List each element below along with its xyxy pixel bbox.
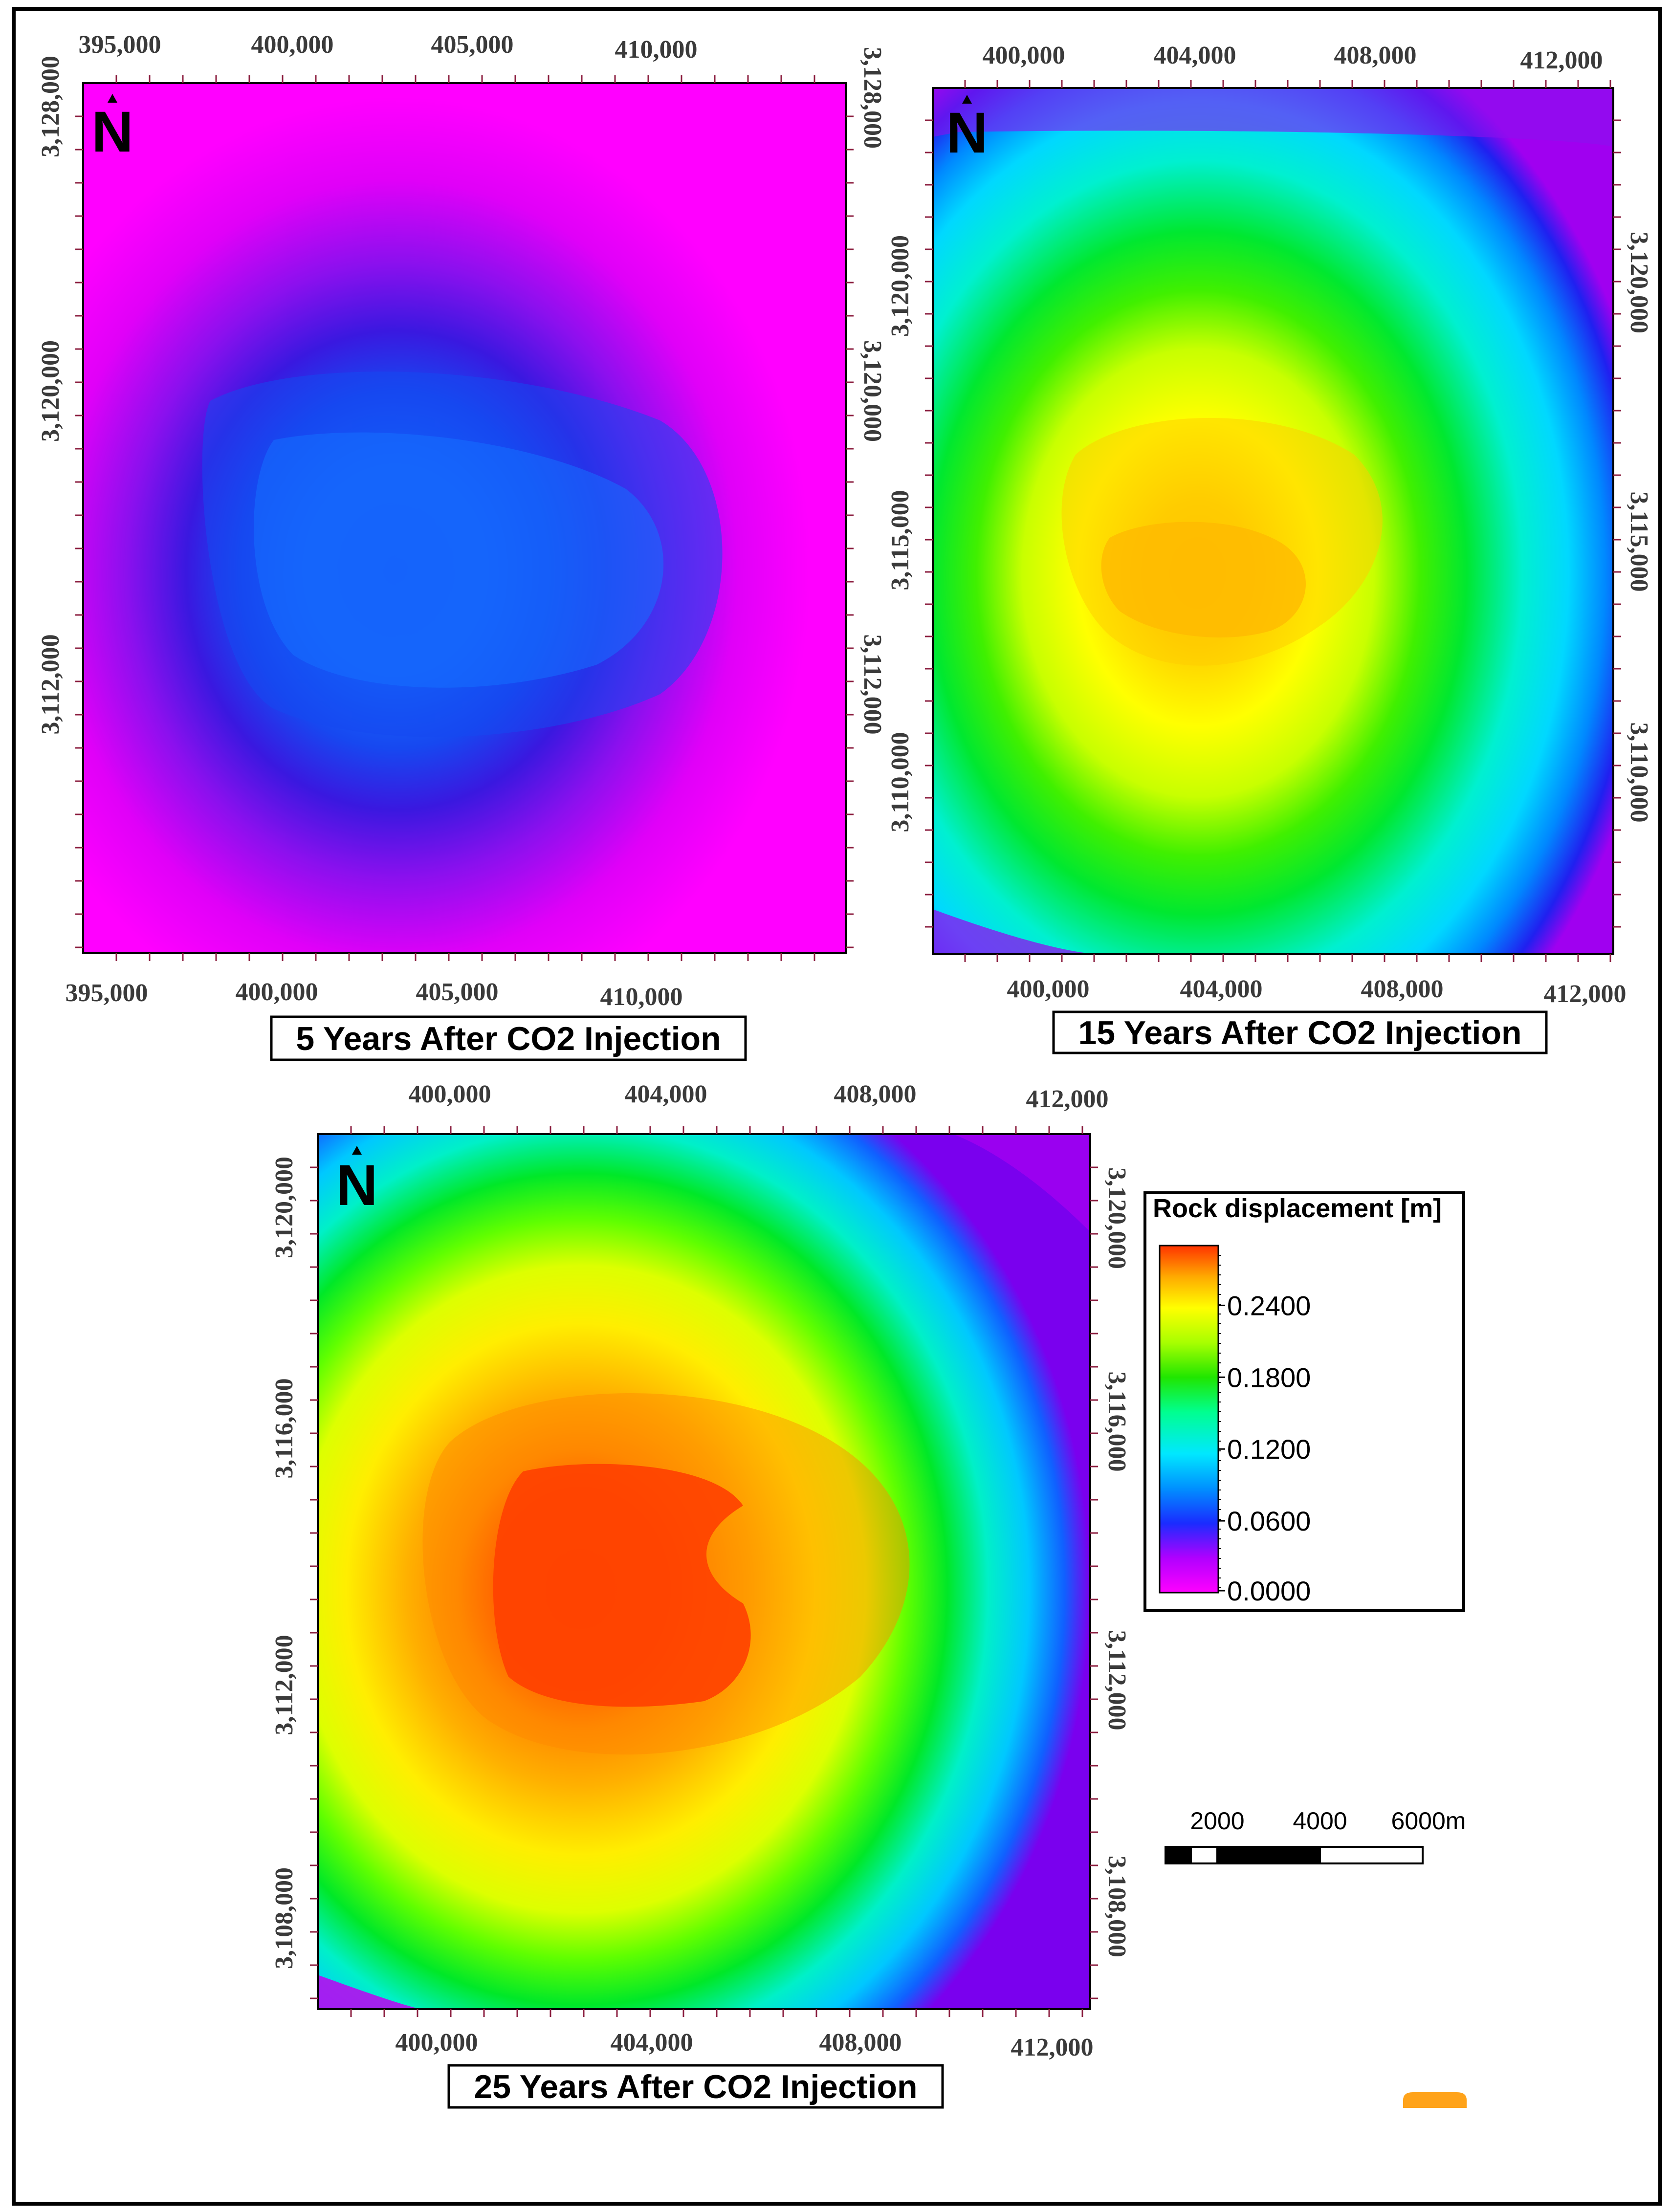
bottom-x-tick-label: 405,000 — [416, 978, 499, 1006]
map-frame — [317, 1133, 1091, 2010]
bottom-x-tick-label: 395,000 — [66, 979, 148, 1007]
right-y-tick-label: 3,120,000 — [1103, 1167, 1131, 1269]
panel-title-box — [1052, 1010, 1548, 1054]
outer-frame — [12, 7, 1662, 2206]
map-panel-25-years: 400,000 404,000 408,000 412,000 400,000 … — [270, 1080, 1131, 2109]
ticks-25-years — [310, 1126, 1098, 2017]
color-legend: Rock displacement [m] 0.2400 0.1800 0.1200… — [1143, 1191, 1465, 1612]
orange-tab-marker — [1403, 2092, 1467, 2108]
bottom-x-tick-label: 408,000 — [1361, 975, 1444, 1003]
right-y-tick-label: 3,128,000 — [858, 47, 886, 149]
bottom-x-tick-label: 400,000 — [1007, 975, 1090, 1003]
north-label: N — [91, 100, 133, 164]
left-y-tick-label: 3,112,000 — [37, 634, 65, 734]
left-y-tick-label: 3,120,000 — [37, 340, 65, 442]
scale-bar-segment — [1166, 1848, 1192, 1862]
panel-title: 15 Years After CO2 Injection — [1078, 1014, 1521, 1051]
contour-zone-purple-north — [933, 88, 1613, 147]
right-y-tick-label: 3,120,000 — [1625, 232, 1653, 333]
bottom-x-tick-label: 404,000 — [611, 2029, 693, 2057]
legend-tick-label: 0.0600 — [1227, 1506, 1311, 1536]
right-y-tick-label: 3,110,000 — [1625, 722, 1653, 822]
contour-zone-orange-core — [1101, 522, 1306, 638]
north-arrow-icon — [352, 1146, 362, 1155]
left-y-tick-label: 3,120,000 — [270, 1157, 298, 1258]
left-y-tick-label: 3,110,000 — [886, 732, 914, 832]
map-frame — [932, 87, 1614, 955]
contour-zone-light-blue — [254, 432, 664, 688]
top-x-tick-label: 412,000 — [1520, 46, 1603, 74]
ticks-5-years — [75, 75, 854, 961]
left-y-tick-label: 3,108,000 — [270, 1867, 298, 1969]
top-x-tick-label: 400,000 — [251, 31, 334, 59]
legend-title: Rock displacement [m] — [1153, 1194, 1442, 1223]
bottom-x-tick-label: 408,000 — [819, 2029, 902, 2057]
top-x-tick-label: 410,000 — [615, 36, 698, 64]
right-y-tick-label: 3,112,000 — [1103, 1630, 1131, 1730]
north-arrow: N — [946, 95, 988, 165]
legend-tick-label: 0.1200 — [1227, 1434, 1311, 1465]
left-y-tick-label: 3,116,000 — [270, 1378, 298, 1478]
top-x-tick-label: 400,000 — [983, 42, 1065, 69]
bottom-x-tick-label: 404,000 — [1180, 975, 1263, 1003]
panel-title-box — [270, 1015, 747, 1061]
north-arrow: N — [336, 1146, 378, 1218]
scale-label: 4000 — [1293, 1807, 1347, 1835]
top-x-tick-label: 395,000 — [79, 31, 161, 59]
north-label: N — [946, 101, 988, 165]
scale-label: 2000 — [1190, 1807, 1244, 1835]
left-y-tick-label: 3,112,000 — [270, 1635, 298, 1735]
north-label: N — [336, 1153, 377, 1218]
north-arrow-icon — [962, 95, 972, 104]
panel-title-box — [447, 2064, 944, 2109]
right-y-tick-label: 3,115,000 — [1625, 491, 1653, 591]
top-x-tick-label: 405,000 — [431, 31, 514, 59]
legend-tick-label: 0.2400 — [1227, 1290, 1311, 1321]
top-x-tick-label: 412,000 — [1026, 1085, 1109, 1113]
bottom-x-tick-label: 400,000 — [396, 2029, 478, 2057]
ticks-15-years — [925, 80, 1621, 962]
top-x-tick-label: 404,000 — [1154, 42, 1236, 69]
legend-tick-label: 0.1800 — [1227, 1362, 1311, 1393]
north-arrow: N — [91, 94, 133, 164]
bottom-x-tick-label: 412,000 — [1544, 980, 1627, 1008]
panel-title: 5 Years After CO2 Injection — [296, 1020, 721, 1057]
legend-tick-label: 0.0000 — [1227, 1576, 1311, 1606]
top-x-tick-label: 404,000 — [625, 1080, 707, 1108]
left-y-tick-label: 3,128,000 — [37, 56, 65, 157]
left-y-tick-label: 3,115,000 — [886, 490, 914, 590]
contour-zone-purple-southwest — [318, 1975, 420, 2009]
right-y-tick-label: 3,116,000 — [1103, 1371, 1131, 1471]
bottom-x-tick-label: 412,000 — [1011, 2034, 1094, 2061]
bottom-x-tick-label: 400,000 — [236, 978, 318, 1006]
right-y-tick-label: 3,120,000 — [858, 340, 886, 442]
top-x-tick-label: 400,000 — [409, 1080, 491, 1108]
contour-zone-purple-southwest — [933, 909, 1100, 954]
right-y-tick-label: 3,108,000 — [1103, 1856, 1131, 1957]
scale-label: 6000m — [1391, 1807, 1466, 1835]
contour-zone-purple-northeast — [953, 1134, 1090, 1232]
top-x-tick-label: 408,000 — [1334, 42, 1417, 69]
top-x-tick-label: 408,000 — [834, 1080, 917, 1108]
map-panel-15-years: 400,000 404,000 408,000 412,000 400,000 … — [886, 42, 1653, 1054]
bottom-x-tick-label: 410,000 — [600, 983, 683, 1011]
scale-bar-segment — [1218, 1848, 1320, 1862]
map-panel-5-years: 395,000 400,000 405,000 410,000 395,000 … — [37, 31, 886, 1061]
north-arrow-icon — [108, 94, 117, 103]
map-frame — [82, 82, 847, 954]
legend-color-bar — [1159, 1245, 1219, 1594]
scale-bar: 2000 4000 6000m — [1165, 1807, 1466, 1864]
legend-ticks: 0.2400 0.1800 0.1200 0.0600 0.0000 — [1218, 1255, 1311, 1606]
left-y-tick-label: 3,120,000 — [886, 235, 914, 337]
panel-title: 25 Years After CO2 Injection — [474, 2068, 917, 2105]
right-y-tick-label: 3,112,000 — [858, 634, 886, 734]
contour-zone-red-core — [493, 1464, 751, 1707]
